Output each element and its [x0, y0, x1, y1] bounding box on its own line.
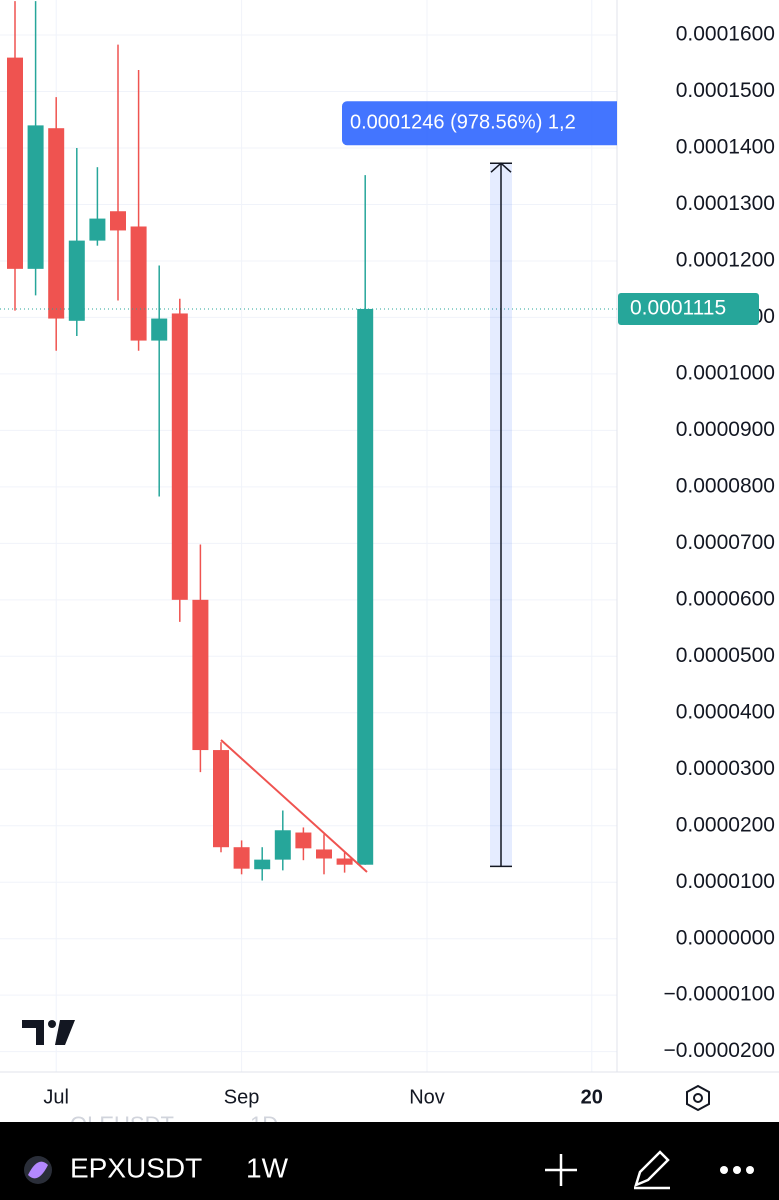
y-tick-label: 0.0000000: [676, 926, 775, 949]
trend-line: [220, 739, 368, 873]
plot: [0, 1, 617, 881]
candle-body: [68, 240, 85, 321]
tv-logo: [22, 1020, 75, 1045]
draw-button[interactable]: [634, 1150, 670, 1190]
last-price-box: [618, 292, 759, 325]
y-tick-label: −0.0000100: [663, 983, 775, 1006]
y-tick-label: 0.0000600: [676, 587, 775, 610]
candle-body: [357, 308, 374, 865]
more-button[interactable]: [720, 1166, 754, 1174]
measure-label: 0.0001246 (978.56%) 1,2: [342, 101, 617, 146]
measure-arrowhead: [490, 162, 512, 173]
candle-body: [48, 128, 65, 319]
y-tick-label: 0.0000800: [676, 474, 775, 497]
x-tick-label: Nov: [409, 1086, 445, 1108]
y-tick-label: 0.0000300: [676, 757, 775, 780]
y-tick-label: 0.0000900: [676, 418, 775, 441]
y-tick-label: 0.0000700: [676, 531, 775, 554]
y-tick-label: 0.0001400: [676, 136, 775, 159]
y-tick-label: 0.0000400: [676, 700, 775, 723]
candle-body: [171, 313, 188, 600]
symbol-icon[interactable]: [24, 1156, 52, 1184]
last-price-label: 0.0001115: [630, 296, 726, 319]
x-tick-label: Sep: [224, 1086, 260, 1108]
candle-body: [233, 847, 250, 869]
y-tick-label: −0.0000200: [663, 1039, 775, 1062]
candle-body: [295, 832, 312, 849]
symbol[interactable]: EPXUSDT: [70, 1152, 202, 1183]
candle-body: [336, 858, 353, 865]
candle-body: [89, 218, 106, 241]
candle-body: [316, 849, 332, 859]
y-tick-label: 0.0001200: [676, 248, 775, 271]
y-tick-label: 0.0001000: [676, 361, 775, 384]
y-tick-label: 0.0000200: [676, 813, 775, 836]
measure-label-text: 0.0001246 (978.56%) 1,2: [350, 112, 576, 134]
y-tick-label: 0.0000100: [676, 870, 775, 893]
settings-icon[interactable]: [686, 1084, 710, 1112]
y-tick-label: 0.0001300: [676, 192, 775, 215]
candle-body: [274, 830, 291, 860]
add-button[interactable]: [545, 1154, 577, 1186]
grid: [0, 0, 617, 1072]
y-tick-label: 0.0000500: [676, 644, 775, 667]
candle-body: [7, 57, 23, 269]
candle-body: [110, 211, 126, 231]
y-tick-label: 0.0001500: [676, 79, 775, 102]
x-tick-label: Jul: [43, 1086, 69, 1108]
candle-body: [213, 750, 229, 848]
x-tick-label: 20: [581, 1086, 603, 1108]
candle-body: [27, 125, 44, 269]
candle-body: [254, 859, 271, 870]
candle-body: [192, 599, 209, 751]
interval[interactable]: 1W: [246, 1152, 289, 1183]
candle-body: [130, 226, 147, 341]
candle-body: [151, 318, 168, 341]
measure-label-box: [342, 101, 617, 146]
y-tick-label: 0.0001600: [676, 23, 775, 46]
